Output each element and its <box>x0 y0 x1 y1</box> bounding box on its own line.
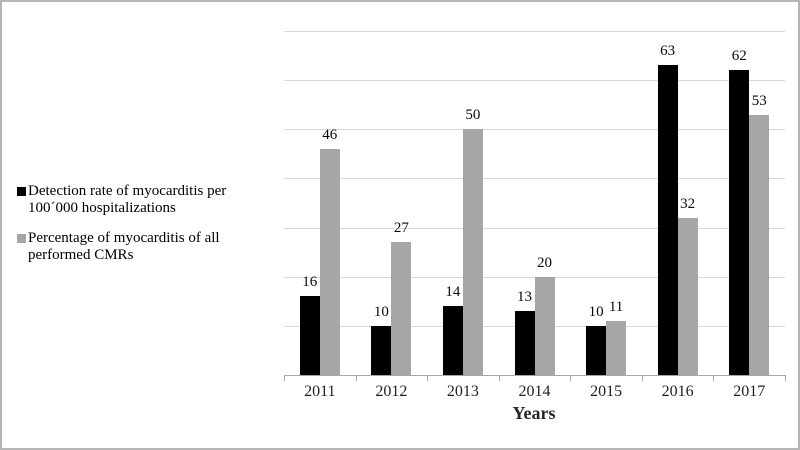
gridline <box>284 227 785 229</box>
legend-label-detection-rate: Detection rate of myocarditis per 100´00… <box>28 183 226 216</box>
legend-label-line: Detection rate of myocarditis per <box>28 183 227 199</box>
bar-value-label: 13 <box>517 289 532 306</box>
bar-gray <box>391 242 412 375</box>
legend-label-line: 100´000 hospitalizations <box>28 199 176 216</box>
bar-value-label: 14 <box>445 284 461 301</box>
gridline <box>284 31 785 32</box>
x-category-label: 2015 <box>590 383 623 400</box>
legend-label-line: performed CMRs <box>28 246 134 263</box>
bar-value-label: 32 <box>680 195 696 212</box>
bar-black <box>586 325 607 375</box>
x-category-label: 2012 <box>375 383 408 400</box>
legend-item-detection-rate: Detection rate of myocarditis per 100´00… <box>17 183 272 216</box>
bar-value-label: 50 <box>465 107 481 124</box>
bar-black <box>371 325 392 375</box>
x-category-label: 2011 <box>304 383 336 400</box>
bar-black <box>442 306 463 375</box>
bar-value-label: 53 <box>751 92 767 109</box>
bar-black <box>514 311 535 375</box>
bar-value-label: 10 <box>373 303 389 320</box>
x-axis-line <box>284 375 786 376</box>
bar-value-label: 11 <box>608 298 624 315</box>
bar-black <box>729 70 750 375</box>
bar-gray <box>749 114 770 375</box>
x-category-label: 2016 <box>661 383 694 400</box>
x-axis-tick <box>498 375 500 381</box>
bar-value-label: 46 <box>322 126 338 143</box>
x-axis-tick <box>284 375 285 381</box>
gridline <box>284 80 785 82</box>
legend-label-cmr-percentage: Percentage of myocarditis of all perform… <box>28 230 220 263</box>
x-axis-tick <box>785 375 786 381</box>
legend: Detection rate of myocarditis per 100´00… <box>17 183 272 277</box>
legend-item-cmr-percentage: Percentage of myocarditis of all perform… <box>17 230 272 263</box>
x-axis-title: Years <box>512 403 556 423</box>
gridline <box>284 129 785 131</box>
bar-gray <box>462 129 483 375</box>
x-axis-tick <box>570 375 572 381</box>
legend-swatch-gray <box>17 234 26 243</box>
x-axis-tick <box>355 375 357 381</box>
x-axis-tick <box>641 375 643 381</box>
legend-swatch-black <box>17 187 26 196</box>
x-category-label: 2017 <box>733 383 766 400</box>
bar-value-label: 20 <box>537 254 552 271</box>
bar-gray <box>677 217 698 375</box>
bar-gray <box>606 320 627 375</box>
bar-value-label: 27 <box>393 220 409 237</box>
legend-label-line: Percentage of myocarditis of all <box>28 230 220 246</box>
bar-value-label: 16 <box>302 274 318 291</box>
bar-value-label: 10 <box>588 303 604 320</box>
gridline <box>284 178 785 180</box>
bar-black <box>299 296 320 375</box>
x-category-label: 2013 <box>446 383 479 400</box>
bar-gray <box>319 148 340 375</box>
bar-value-label: 62 <box>731 48 747 65</box>
x-axis-tick <box>427 375 429 381</box>
bar-value-label: 63 <box>660 43 676 60</box>
bar-black <box>657 65 678 375</box>
bar-gray <box>534 276 555 375</box>
x-axis-tick <box>713 375 715 381</box>
x-category-label: 2014 <box>518 383 551 400</box>
